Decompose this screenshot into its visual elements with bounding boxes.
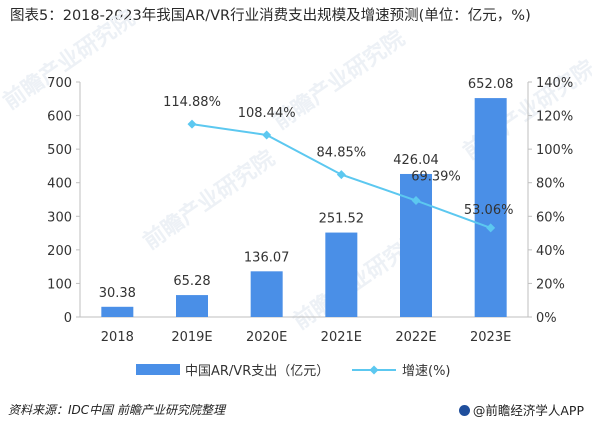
line-series xyxy=(187,119,496,233)
y-right-tick-label: 60% xyxy=(536,210,565,225)
line-point xyxy=(187,119,197,129)
bar-value-label: 652.08 xyxy=(468,77,514,92)
bar-value-label: 136.07 xyxy=(244,250,290,265)
line-value-label: 114.88% xyxy=(163,95,221,110)
y-right-tick-label: 20% xyxy=(536,277,565,292)
x-tick-label: 2018 xyxy=(101,330,134,345)
line-point xyxy=(486,223,496,233)
x-tick-label: 2023E xyxy=(470,330,511,345)
y-left-tick-label: 200 xyxy=(47,244,72,259)
y-left-tick-label: 300 xyxy=(47,210,72,225)
bar-value-label: 251.52 xyxy=(319,212,365,227)
x-tick-label: 2021E xyxy=(321,330,362,345)
source-note: 资料来源：IDC中国 前瞻产业研究院整理 xyxy=(8,403,225,417)
legend-bar-swatch xyxy=(136,364,180,375)
brand-text: @前瞻经济学人APP xyxy=(472,403,584,418)
footer: 资料来源：IDC中国 前瞻产业研究院整理 @前瞻经济学人APP xyxy=(0,388,592,429)
brand-credit: @前瞻经济学人APP xyxy=(458,400,584,419)
y-left-tick-label: 700 xyxy=(47,76,72,91)
line-value-label: 53.06% xyxy=(464,203,514,218)
watermark-text: 前瞻产业研究院 xyxy=(0,5,140,115)
y-right-tick-label: 40% xyxy=(536,244,565,259)
x-tick-label: 2019E xyxy=(171,330,212,345)
y-left-tick-label: 400 xyxy=(47,177,72,192)
y-left-tick-label: 0 xyxy=(64,311,72,326)
bar xyxy=(474,98,507,317)
legend: 中国AR/VR支出（亿元） 增速(%) xyxy=(136,364,451,379)
legend-bar-label: 中国AR/VR支出（亿元） xyxy=(185,364,329,379)
bar-series xyxy=(101,98,507,317)
x-tick-label: 2020E xyxy=(246,330,287,345)
watermark-text: 前瞻产业研究院 xyxy=(139,145,280,255)
line-value-label: 84.85% xyxy=(317,146,367,161)
bar-value-label: 30.38 xyxy=(99,286,136,301)
y-right-tick-label: 100% xyxy=(536,143,573,158)
y-right-tick-label: 140% xyxy=(536,76,573,91)
line-point xyxy=(262,130,272,140)
bar-value-label: 426.04 xyxy=(393,153,439,168)
y-right-tick-label: 0% xyxy=(536,311,557,326)
line-point xyxy=(411,196,421,206)
line-point xyxy=(336,170,346,180)
bar xyxy=(101,306,134,317)
y-right-tick-label: 120% xyxy=(536,110,573,125)
chart-title: 图表5：2018-2023年我国AR/VR行业消费支出规模及增速预测(单位：亿元… xyxy=(10,8,531,24)
y-left-tick-label: 500 xyxy=(47,143,72,158)
y-right-tick-label: 80% xyxy=(536,177,565,192)
y-left-tick-label: 100 xyxy=(47,277,72,292)
line-value-label: 108.44% xyxy=(238,106,296,121)
y-left-tick-label: 600 xyxy=(47,110,72,125)
bar-labels: 30.38 65.28 136.07 251.52 426.04 652.08 xyxy=(99,77,514,301)
bar xyxy=(250,271,283,317)
axes: 0 100 200 300 400 500 600 700 0% 20% 40% 60% 80% 100%… xyxy=(47,76,573,345)
legend-line-label: 增速(%) xyxy=(402,364,451,379)
x-tick-label: 2022E xyxy=(395,330,436,345)
bar xyxy=(176,295,208,317)
legend-line-marker xyxy=(369,365,379,375)
line-value-label: 69.39% xyxy=(411,170,461,185)
brand-logo-icon xyxy=(458,405,470,416)
bar xyxy=(325,232,358,317)
line-labels: 114.88% 108.44% 84.85% 69.39% 53.06% xyxy=(163,95,513,218)
bar xyxy=(400,173,432,317)
bar-value-label: 65.28 xyxy=(173,274,210,289)
